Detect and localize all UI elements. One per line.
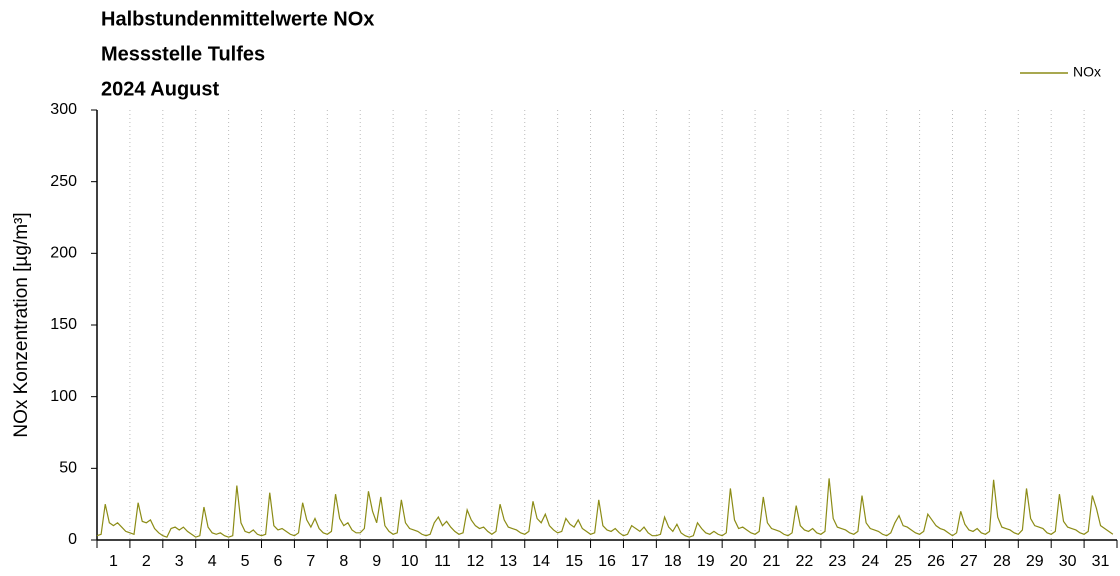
x-tick-label: 28 xyxy=(993,553,1011,570)
legend-label: NOx xyxy=(1073,64,1101,80)
x-tick-label: 20 xyxy=(730,553,748,570)
x-tick-label: 30 xyxy=(1059,553,1077,570)
x-tick-label: 12 xyxy=(466,553,484,570)
x-tick-label: 31 xyxy=(1092,553,1110,570)
x-tick-label: 1 xyxy=(109,553,118,570)
x-tick-label: 23 xyxy=(828,553,846,570)
x-tick-label: 4 xyxy=(208,553,217,570)
y-tick-label: 150 xyxy=(50,316,77,333)
chart-subtitle: 2024 August xyxy=(101,78,220,100)
x-tick-label: 5 xyxy=(241,553,250,570)
y-tick-label: 200 xyxy=(50,245,77,262)
x-tick-label: 3 xyxy=(175,553,184,570)
x-tick-label: 10 xyxy=(401,553,419,570)
x-tick-label: 11 xyxy=(434,553,451,570)
x-tick-label: 24 xyxy=(861,553,879,570)
x-tick-label: 8 xyxy=(339,553,348,570)
x-tick-label: 19 xyxy=(697,553,715,570)
chart-title: Halbstundenmittelwerte NOx xyxy=(101,8,374,30)
x-tick-label: 21 xyxy=(763,553,781,570)
x-tick-label: 18 xyxy=(664,553,682,570)
x-tick-label: 15 xyxy=(565,553,583,570)
x-tick-label: 29 xyxy=(1026,553,1044,570)
y-tick-label: 250 xyxy=(50,173,77,190)
x-tick-label: 9 xyxy=(372,553,381,570)
x-tick-label: 16 xyxy=(598,553,616,570)
y-tick-label: 300 xyxy=(50,101,77,118)
x-tick-label: 27 xyxy=(960,553,978,570)
x-tick-label: 14 xyxy=(532,553,550,570)
y-axis-label: NOx Konzentration [µg/m³] xyxy=(11,212,32,437)
x-tick-label: 22 xyxy=(796,553,814,570)
x-tick-label: 2 xyxy=(142,553,151,570)
x-tick-label: 7 xyxy=(306,553,315,570)
x-tick-label: 26 xyxy=(927,553,945,570)
data-line xyxy=(96,478,1114,538)
y-tick-label: 50 xyxy=(59,460,77,477)
x-tick-label: 6 xyxy=(274,553,283,570)
x-tick-label: 13 xyxy=(499,553,517,570)
x-tick-label: 25 xyxy=(894,553,912,570)
y-tick-label: 100 xyxy=(50,388,77,405)
y-tick-label: 0 xyxy=(68,531,77,548)
chart-subtitle: Messstelle Tulfes xyxy=(101,43,265,65)
x-tick-label: 17 xyxy=(631,553,649,570)
